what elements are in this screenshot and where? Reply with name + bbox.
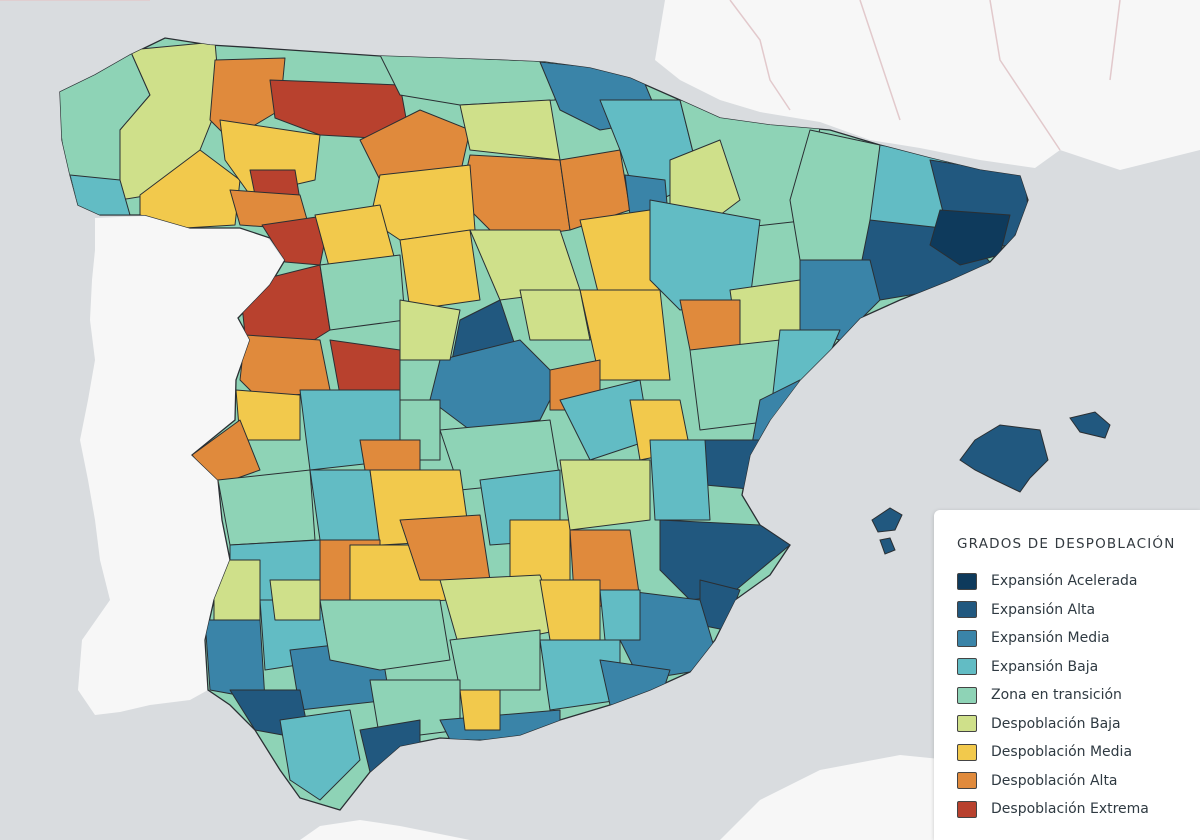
portugal-land xyxy=(78,216,285,715)
region-badajoz-east xyxy=(309,469,381,541)
region-albacete-south xyxy=(559,459,651,531)
region-granada-north xyxy=(449,629,541,691)
africa-land-east xyxy=(720,755,960,840)
legend-label: Despoblación Alta xyxy=(991,772,1118,789)
region-ourense xyxy=(139,149,241,229)
legend-item: Expansión Acelerada xyxy=(957,567,1200,596)
border-line xyxy=(0,0,1121,151)
region-cordoba xyxy=(319,599,451,671)
legend-item: Despoblación Media xyxy=(957,738,1200,767)
legend-swatch xyxy=(957,715,977,733)
region-murcia-north xyxy=(599,589,641,641)
region-avila xyxy=(399,299,461,361)
region-palencia xyxy=(359,109,471,181)
legend-label: Zona en transición xyxy=(991,687,1122,704)
legend: GRADOS DE DESPOBLACIÓN Expansión Acelera… xyxy=(934,510,1200,840)
region-salamanca-east xyxy=(319,254,406,331)
island-formentera xyxy=(879,537,896,555)
region-guadalajara xyxy=(579,289,671,381)
region-barcelona-core xyxy=(929,209,1011,266)
france-land xyxy=(655,0,1200,170)
legend-swatch xyxy=(957,658,977,676)
legend-label: Expansión Acelerada xyxy=(991,573,1138,590)
legend-swatch xyxy=(957,629,977,647)
region-teruel xyxy=(679,299,741,351)
island-ibiza xyxy=(871,507,903,533)
region-jaen-east xyxy=(539,579,601,641)
region-huelva xyxy=(204,619,266,701)
region-malaga-east xyxy=(459,689,501,731)
legend-swatch xyxy=(957,686,977,704)
legend-label: Despoblación Extrema xyxy=(991,801,1149,818)
legend-title: GRADOS DE DESPOBLACIÓN xyxy=(957,536,1176,552)
island-mallorca xyxy=(959,424,1049,493)
legend-swatch xyxy=(957,800,977,818)
region-caceres xyxy=(235,389,301,441)
legend-item: Expansión Alta xyxy=(957,596,1200,625)
legend-label: Expansión Baja xyxy=(991,658,1099,675)
region-valencia xyxy=(649,439,711,521)
region-badajoz-north xyxy=(217,469,316,546)
legend-swatch xyxy=(957,772,977,790)
africa-land xyxy=(300,820,470,840)
legend-swatch xyxy=(957,601,977,619)
legend-label: Expansión Media xyxy=(991,630,1110,647)
legend-item: Despoblación Baja xyxy=(957,710,1200,739)
legend-swatch xyxy=(957,743,977,761)
region-sevilla-north xyxy=(269,579,321,621)
legend-label: Despoblación Media xyxy=(991,744,1133,761)
region-segovia xyxy=(399,229,481,311)
legend-swatch xyxy=(957,572,977,590)
region-guadalajara-east xyxy=(519,289,591,341)
legend-label: Expansión Alta xyxy=(991,601,1096,618)
legend-item: Zona en transición xyxy=(957,681,1200,710)
legend-label: Despoblación Baja xyxy=(991,715,1121,732)
legend-item: Expansión Baja xyxy=(957,653,1200,682)
region-caceres-north-east xyxy=(329,339,401,396)
island-menorca xyxy=(1069,411,1111,439)
legend-items: Expansión Acelerada Expansión Alta Expansi… xyxy=(957,567,1200,824)
legend-item: Despoblación Extrema xyxy=(957,795,1200,824)
legend-item: Expansión Media xyxy=(957,624,1200,653)
region-cadiz xyxy=(279,709,361,801)
legend-item: Despoblación Alta xyxy=(957,767,1200,796)
region-burgos-north xyxy=(459,99,561,161)
